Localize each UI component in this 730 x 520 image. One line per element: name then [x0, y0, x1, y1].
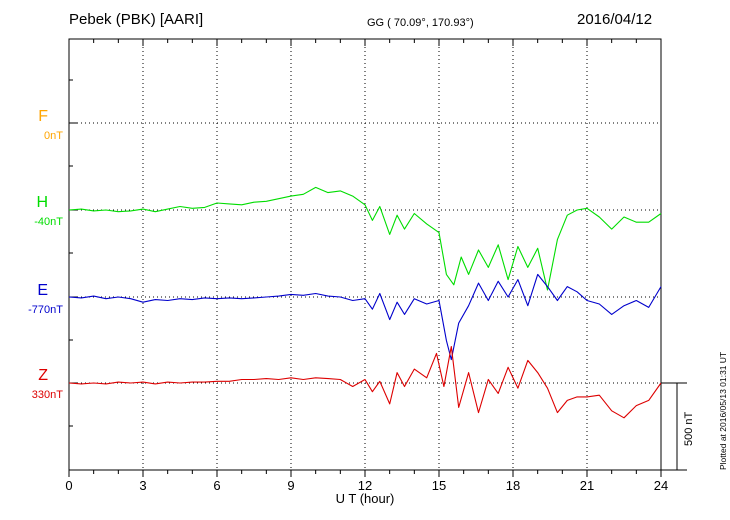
x-tick-label: 3 [139, 478, 146, 493]
geographic-coordinates: GG ( 70.09°, 170.93°) [367, 17, 474, 29]
plotted-timestamp: Plotted at 2016/05/13 01:31 UT [718, 351, 728, 470]
series-line-z [68, 345, 662, 419]
x-tick-label: 24 [654, 478, 668, 493]
component-label-h: H [36, 194, 48, 211]
x-tick-label: 0 [65, 478, 72, 493]
series-line-h [68, 186, 662, 291]
component-label-f: F [38, 108, 48, 125]
baseline-label-h: -40nT [34, 216, 63, 228]
baseline-label-e: -770nT [28, 304, 63, 316]
x-tick-label: 15 [432, 478, 446, 493]
x-tick-label: 9 [287, 478, 294, 493]
baseline-label-z: 330nT [31, 389, 63, 401]
x-axis-label: U T (hour) [336, 491, 395, 506]
date-label: 2016/04/12 [577, 11, 653, 28]
component-label-e: E [37, 282, 48, 299]
station-title: Pebek (PBK) [AARI] [69, 11, 204, 28]
x-tick-label: 21 [580, 478, 594, 493]
series-line-e [68, 273, 662, 361]
baseline-label-f: 0nT [44, 130, 63, 142]
x-tick-label: 18 [506, 478, 520, 493]
x-tick-label: 12 [358, 478, 372, 493]
component-label-z: Z [38, 367, 48, 384]
x-tick-label: 6 [213, 478, 220, 493]
scale-bar-label: 500 nT [683, 411, 695, 446]
